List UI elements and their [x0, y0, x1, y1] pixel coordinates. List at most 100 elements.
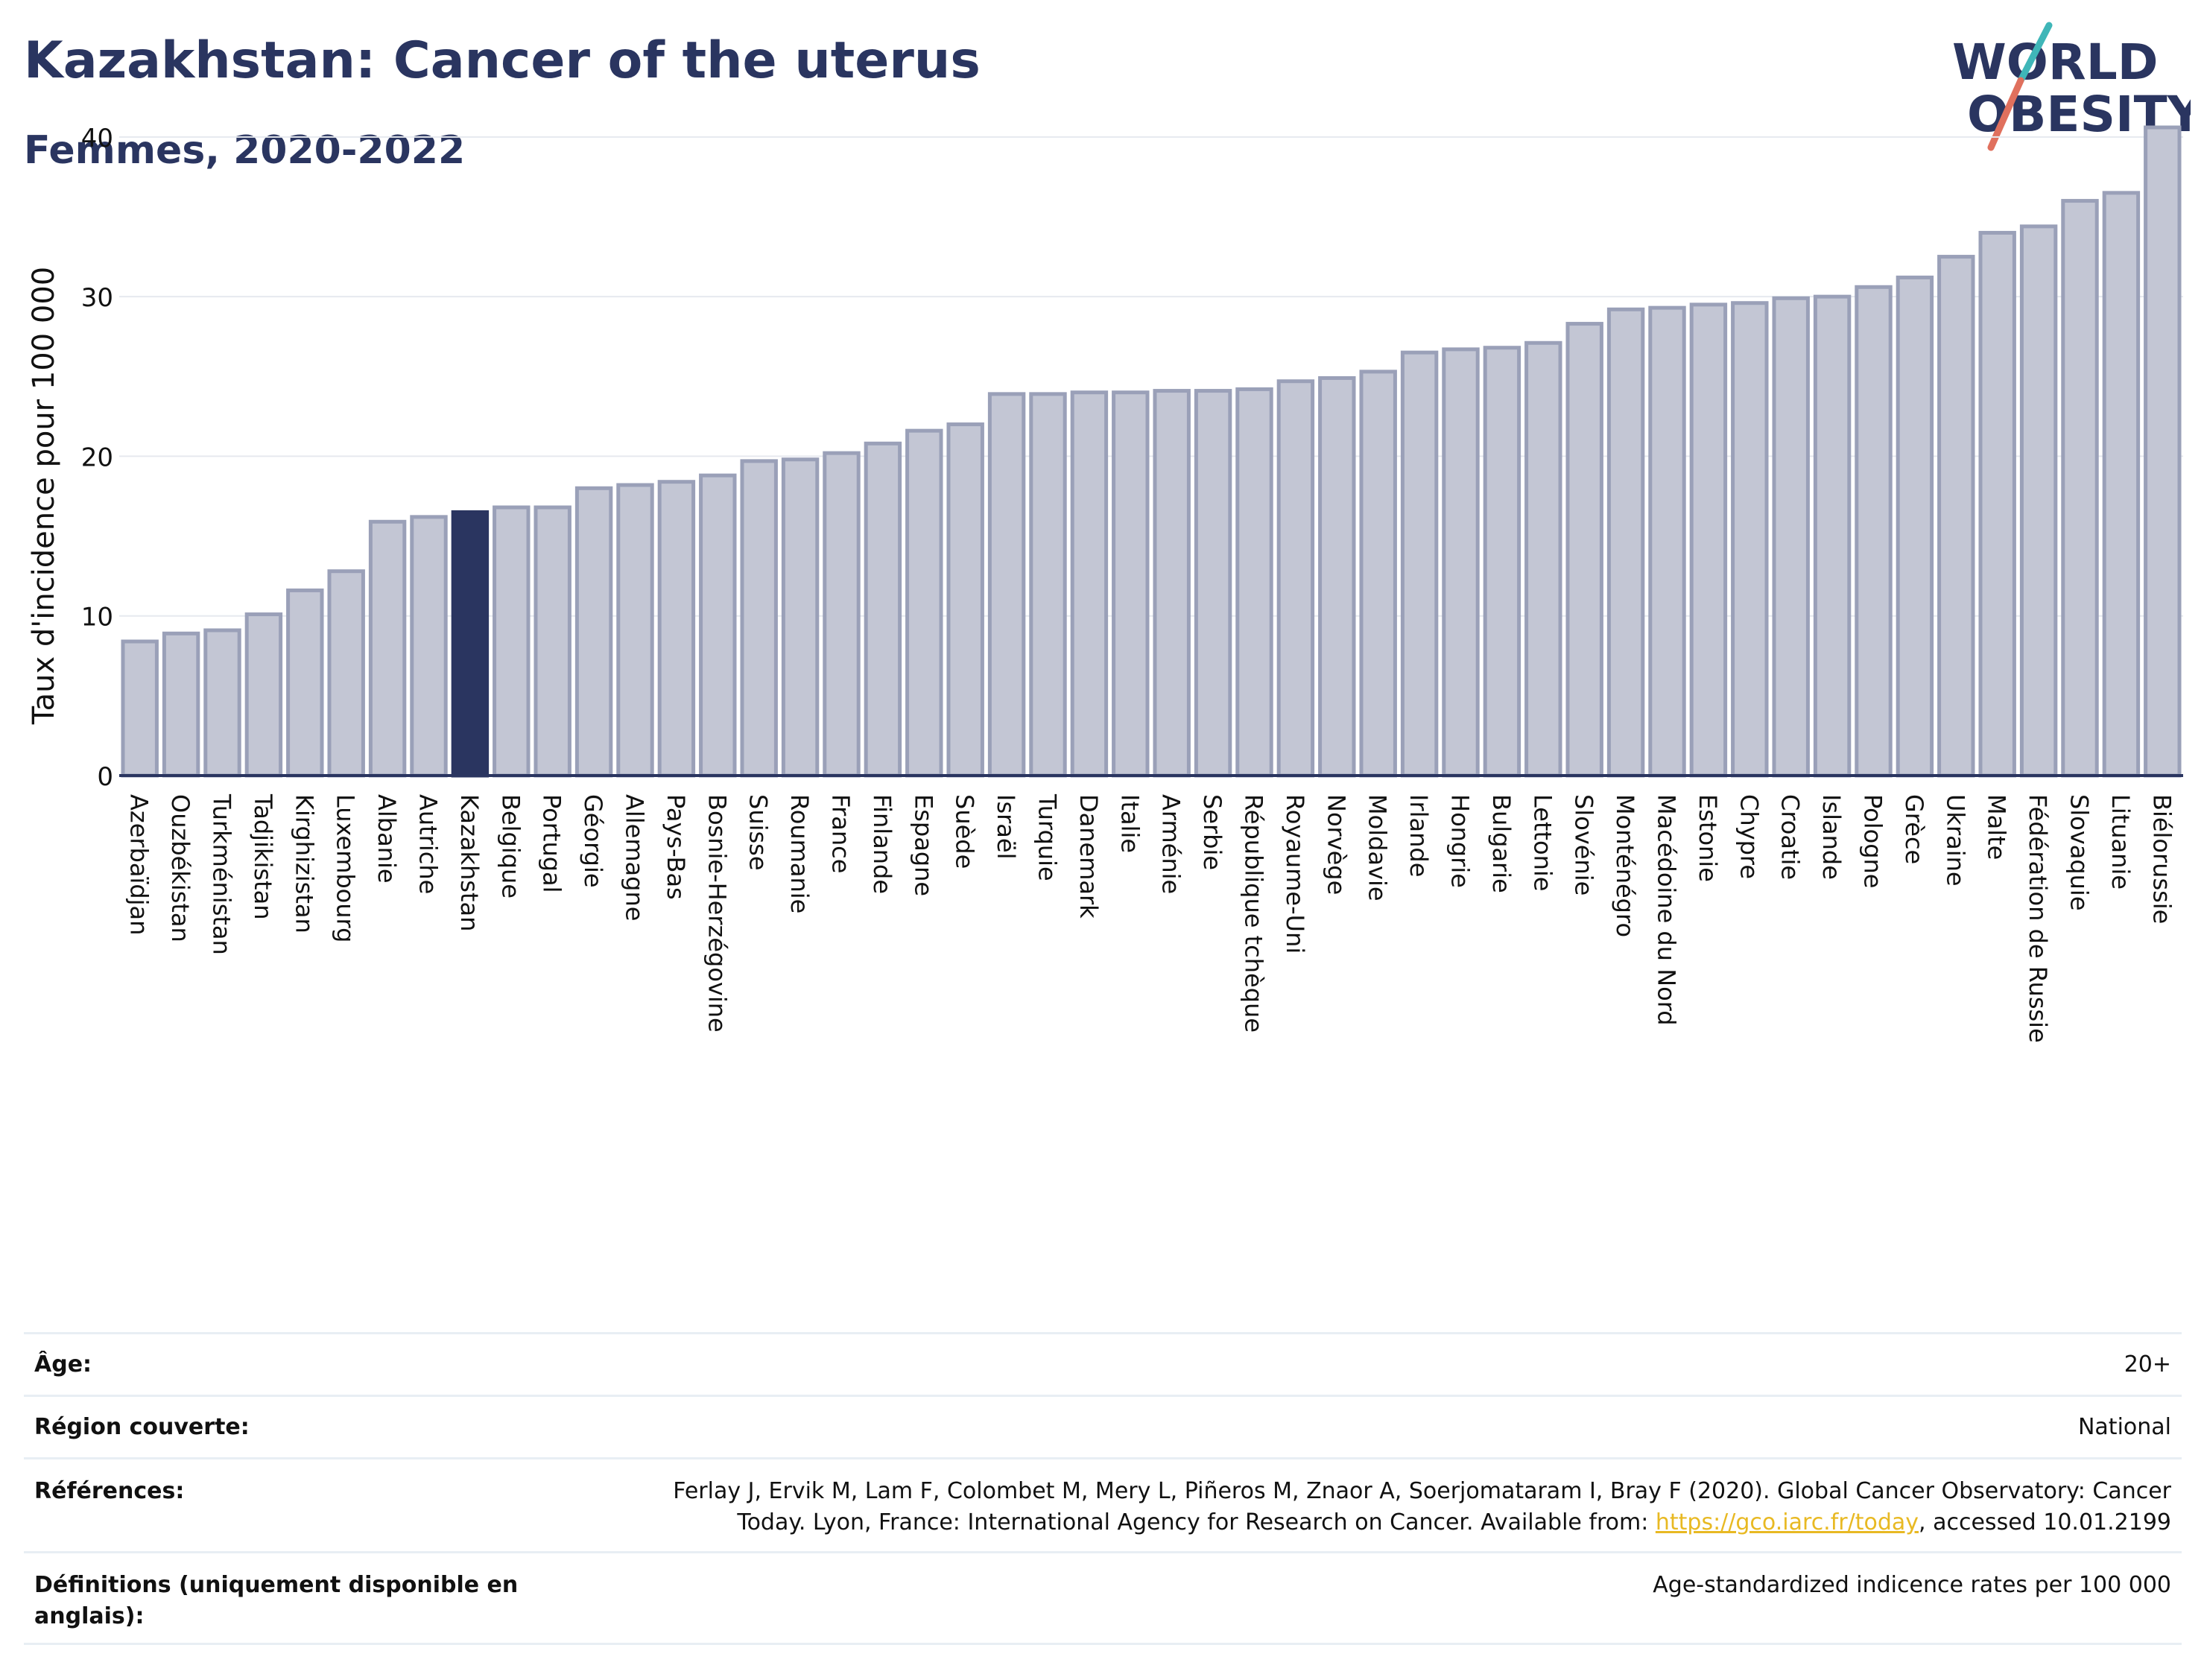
bar-portugal	[533, 505, 571, 778]
chart-subtitle: Femmes, 2020-2022	[24, 128, 466, 173]
bar-estonie	[1689, 302, 1728, 778]
y-tick-20: 20	[81, 443, 113, 472]
bar-turquie	[1029, 392, 1067, 778]
bar-su-de	[946, 422, 984, 778]
y-tick-labels: 0 10 20 30 40	[81, 124, 113, 792]
x-tick-label: France	[827, 794, 855, 873]
y-tick-40: 40	[81, 124, 113, 153]
y-axis-label: Taux d'incidence pour 100 000	[27, 267, 61, 725]
bar-f-d-ration-de-russie	[2019, 224, 2058, 778]
bar-autriche	[410, 515, 448, 778]
bar-ukraine	[1937, 255, 1975, 778]
x-tick-label: Pologne	[1859, 794, 1887, 888]
bar-norv-ge	[1318, 375, 1356, 778]
x-tick-label: Malte	[1983, 794, 2011, 860]
x-tick-label: Slovaquie	[2065, 794, 2094, 911]
bar-bosnie-herz-govine	[699, 473, 737, 778]
bar-kazakhstan	[451, 510, 490, 778]
bar-espagne	[905, 428, 943, 778]
x-tick-label: Macédoine du Nord	[1653, 794, 1681, 1026]
x-tick-label: Hongrie	[1446, 794, 1475, 888]
x-tick-label: Allemagne	[621, 794, 649, 921]
x-tick-label: Slovénie	[1570, 794, 1598, 896]
bar-r-publique-tch-que	[1235, 387, 1273, 778]
references-label: Références:	[34, 1478, 185, 1504]
references-link[interactable]: https://gco.iarc.fr/today	[1655, 1509, 1919, 1535]
bar-azerba-djan	[121, 639, 159, 778]
x-tick-label: Suisse	[744, 794, 773, 871]
x-tick-label: Biélorussie	[2147, 794, 2176, 924]
bar-chypre	[1731, 301, 1769, 778]
bar-g-orgie	[574, 486, 613, 778]
age-value: 20+	[2124, 1351, 2171, 1378]
x-tick-label: Autriche	[414, 794, 443, 894]
y-tick-0: 0	[97, 762, 113, 792]
bar-lettonie	[1524, 340, 1562, 778]
y-tick-30: 30	[81, 283, 113, 313]
bar-gr-ce	[1896, 275, 1934, 778]
x-tick-label: Arménie	[1157, 794, 1185, 894]
region-value: National	[2077, 1413, 2171, 1440]
x-tick-label: Belgique	[496, 794, 525, 898]
bars-layer	[119, 125, 2183, 778]
x-tick-label: Espagne	[909, 794, 937, 896]
bar-lituanie	[2102, 191, 2141, 778]
x-tick-label: République tchèque	[1240, 794, 1268, 1033]
x-tick-labels: Azerbaïdjan Ouzbékistan Turkménistan Tadjik…	[125, 793, 2176, 1043]
x-tick-label: Kazakhstan	[455, 794, 484, 931]
bar-bulgarie	[1483, 346, 1521, 778]
bar-malte	[1978, 230, 2016, 778]
bar-mac-doine-du-nord	[1648, 305, 1686, 778]
x-tick-label: Portugal	[538, 794, 566, 893]
bar-bi-lorussie	[2144, 125, 2182, 778]
logo-line1: WORLD	[1952, 34, 2159, 91]
references-text-3: , accessed 10.01.2199	[1919, 1509, 2171, 1535]
bar-suisse	[740, 459, 778, 778]
bar-croatie	[1772, 296, 1810, 778]
x-tick-label: Kirghizistan	[290, 794, 318, 933]
bar-belgique	[493, 505, 531, 778]
references-value: Ferlay J, Ervik M, Lam F, Colombet M, Me…	[673, 1476, 2171, 1551]
bar-mont-n-gro	[1606, 307, 1645, 778]
x-tick-label: Monténégro	[1611, 794, 1639, 937]
x-tick-label: Moldavie	[1364, 794, 1392, 901]
x-tick-label: Norvège	[1322, 794, 1350, 895]
info-row-references: Références: Ferlay J, Ervik M, Lam F, Co…	[24, 1457, 2182, 1551]
y-tick-10: 10	[81, 603, 113, 633]
x-tick-label: Danemark	[1074, 794, 1103, 919]
references-text-2: Today. Lyon, France: International Agenc…	[737, 1509, 1656, 1535]
age-label: Âge:	[34, 1351, 92, 1378]
bar-pays-bas	[657, 480, 696, 778]
info-row-age: Âge: 20+	[24, 1332, 2182, 1395]
bar-pologne	[1855, 285, 1893, 778]
bar-slovaquie	[2061, 199, 2099, 778]
bar-ouzb-kistan	[162, 631, 200, 778]
bar-finlande	[864, 441, 902, 778]
x-tick-label: Finlande	[868, 794, 896, 894]
x-tick-label: Italie	[1115, 794, 1144, 853]
bar-slov-nie	[1565, 322, 1603, 778]
info-table: Âge: 20+ Région couverte: National Référ…	[24, 1332, 2182, 1645]
x-tick-label: Israël	[992, 794, 1020, 859]
x-tick-label: Ukraine	[1941, 794, 1969, 887]
info-row-definitions: Définitions (uniquement disponible en an…	[24, 1551, 2182, 1645]
x-tick-label: Pays-Bas	[662, 794, 690, 900]
bar-luxembourg	[327, 569, 365, 778]
x-tick-label: Royaume-Uni	[1281, 794, 1309, 954]
x-tick-label: Grèce	[1900, 794, 1928, 864]
region-label: Région couverte:	[34, 1413, 250, 1440]
bar-arm-nie	[1153, 389, 1191, 778]
x-tick-label: Roumanie	[785, 794, 814, 913]
x-tick-label: Turkménistan	[208, 793, 236, 955]
x-tick-label: Lituanie	[2106, 794, 2135, 890]
bar-tadjikistan	[244, 612, 283, 778]
chart-title: Kazakhstan: Cancer of the uterus	[24, 31, 981, 90]
info-row-region: Région couverte: National	[24, 1395, 2182, 1457]
x-tick-label: Islande	[1817, 794, 1846, 880]
bar-allemagne	[616, 483, 654, 778]
x-tick-label: Croatie	[1776, 794, 1805, 880]
x-tick-label: Suède	[951, 794, 979, 869]
x-tick-label: Estonie	[1694, 794, 1722, 882]
definitions-value: Age-standardized indicence rates per 100…	[1653, 1572, 2171, 1598]
x-tick-label: Géorgie	[579, 794, 607, 888]
